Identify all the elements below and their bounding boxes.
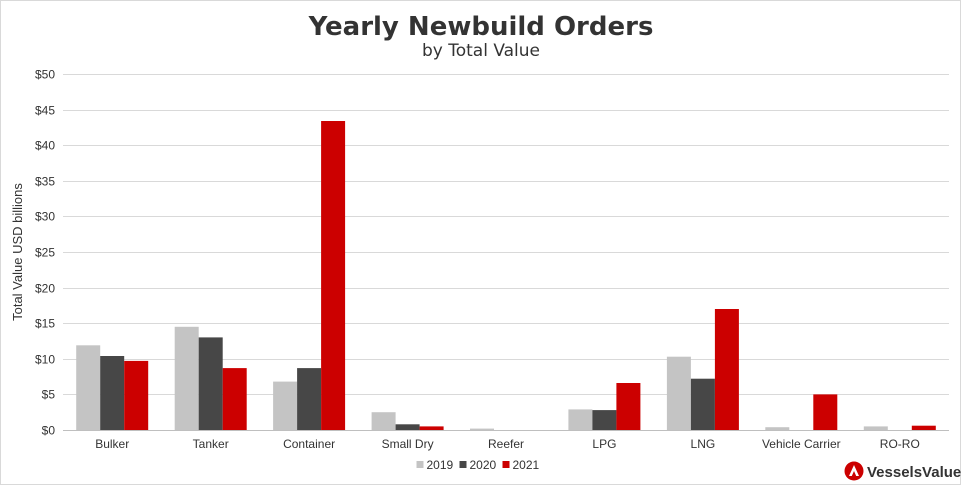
y-tick-label: $20 (35, 282, 55, 296)
bar-2021-lpg (616, 383, 640, 430)
x-tick-label: Vehicle Carrier (762, 437, 841, 451)
bar-2019-reefer (470, 429, 494, 430)
bar-2020-lpg (592, 410, 616, 430)
bar-2020-bulker (100, 356, 124, 430)
bar-2020-small-dry (396, 424, 420, 430)
x-tick-label: Container (283, 437, 335, 451)
legend-label: 2019 (427, 458, 454, 472)
y-tick-label: $15 (35, 317, 55, 331)
chart-title: Yearly Newbuild Orders (308, 12, 654, 42)
legend-label: 2021 (513, 458, 540, 472)
x-axis-ticks: Bulker Tanker Container Small Dry Reefer LPG L… (95, 437, 920, 451)
bar-2021-lng (715, 309, 739, 430)
x-tick-label: RO-RO (880, 437, 920, 451)
legend: 2019 2020 2021 (417, 458, 540, 472)
legend-swatch (460, 461, 467, 468)
y-tick-label: $25 (35, 246, 55, 260)
bar-2021-vehicle-carrier (813, 394, 837, 430)
x-tick-label: LPG (592, 437, 616, 451)
bar-2019-lpg (568, 409, 592, 430)
y-tick-label: $10 (35, 353, 55, 367)
x-tick-label: Reefer (488, 437, 524, 451)
y-tick-label: $50 (35, 68, 55, 82)
legend-label: 2020 (470, 458, 497, 472)
bar-2020-container (297, 368, 321, 430)
bar-2020-tanker (199, 337, 223, 430)
brand-mark-icon (845, 462, 864, 481)
legend-swatch (417, 461, 424, 468)
bar-2019-container (273, 382, 297, 430)
y-tick-label: $5 (42, 388, 56, 402)
bar-2021-tanker (223, 368, 247, 430)
chart-subtitle: by Total Value (422, 41, 540, 61)
bar-2019-tanker (175, 327, 199, 430)
bar-2021-container (321, 121, 345, 430)
bars (76, 121, 936, 430)
bar-2019-bulker (76, 345, 100, 430)
y-tick-label: $40 (35, 139, 55, 153)
y-tick-label: $35 (35, 175, 55, 189)
y-axis-ticks: $0 $5 $10 $15 $20 $25 $30 $35 $40 $45 $50 (35, 68, 55, 438)
x-tick-label: LNG (691, 437, 716, 451)
bar-2019-vehicle-carrier (765, 427, 789, 430)
bar-2021-ro-ro (912, 426, 936, 430)
y-tick-label: $0 (42, 424, 56, 438)
x-tick-label: Bulker (95, 437, 129, 451)
bar-2019-small-dry (372, 412, 396, 430)
y-tick-label: $45 (35, 104, 55, 118)
legend-swatch (503, 461, 510, 468)
bar-2021-small-dry (420, 426, 444, 430)
bar-2020-lng (691, 379, 715, 430)
x-tick-label: Small Dry (382, 437, 434, 451)
bar-2019-ro-ro (864, 426, 888, 430)
vesselsvalue-logo: VesselsValue (845, 462, 961, 482)
bar-2019-lng (667, 357, 691, 430)
y-axis-label: Total Value USD billions (10, 183, 25, 321)
y-tick-label: $30 (35, 210, 55, 224)
x-tick-label: Tanker (193, 437, 229, 451)
brand-name: VesselsValue (867, 464, 961, 481)
bar-2021-bulker (124, 361, 148, 430)
